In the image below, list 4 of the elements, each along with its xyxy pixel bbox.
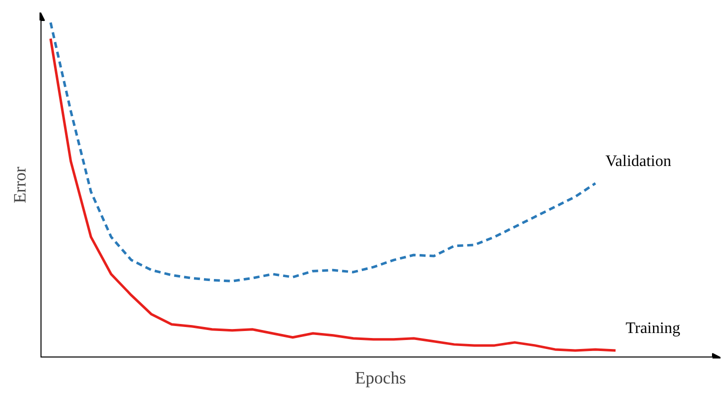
y-axis-title: Error [10, 166, 30, 204]
series-label: Validation [605, 152, 672, 170]
x-axis-title: Epochs [354, 368, 406, 388]
series-label: Training [626, 320, 680, 338]
